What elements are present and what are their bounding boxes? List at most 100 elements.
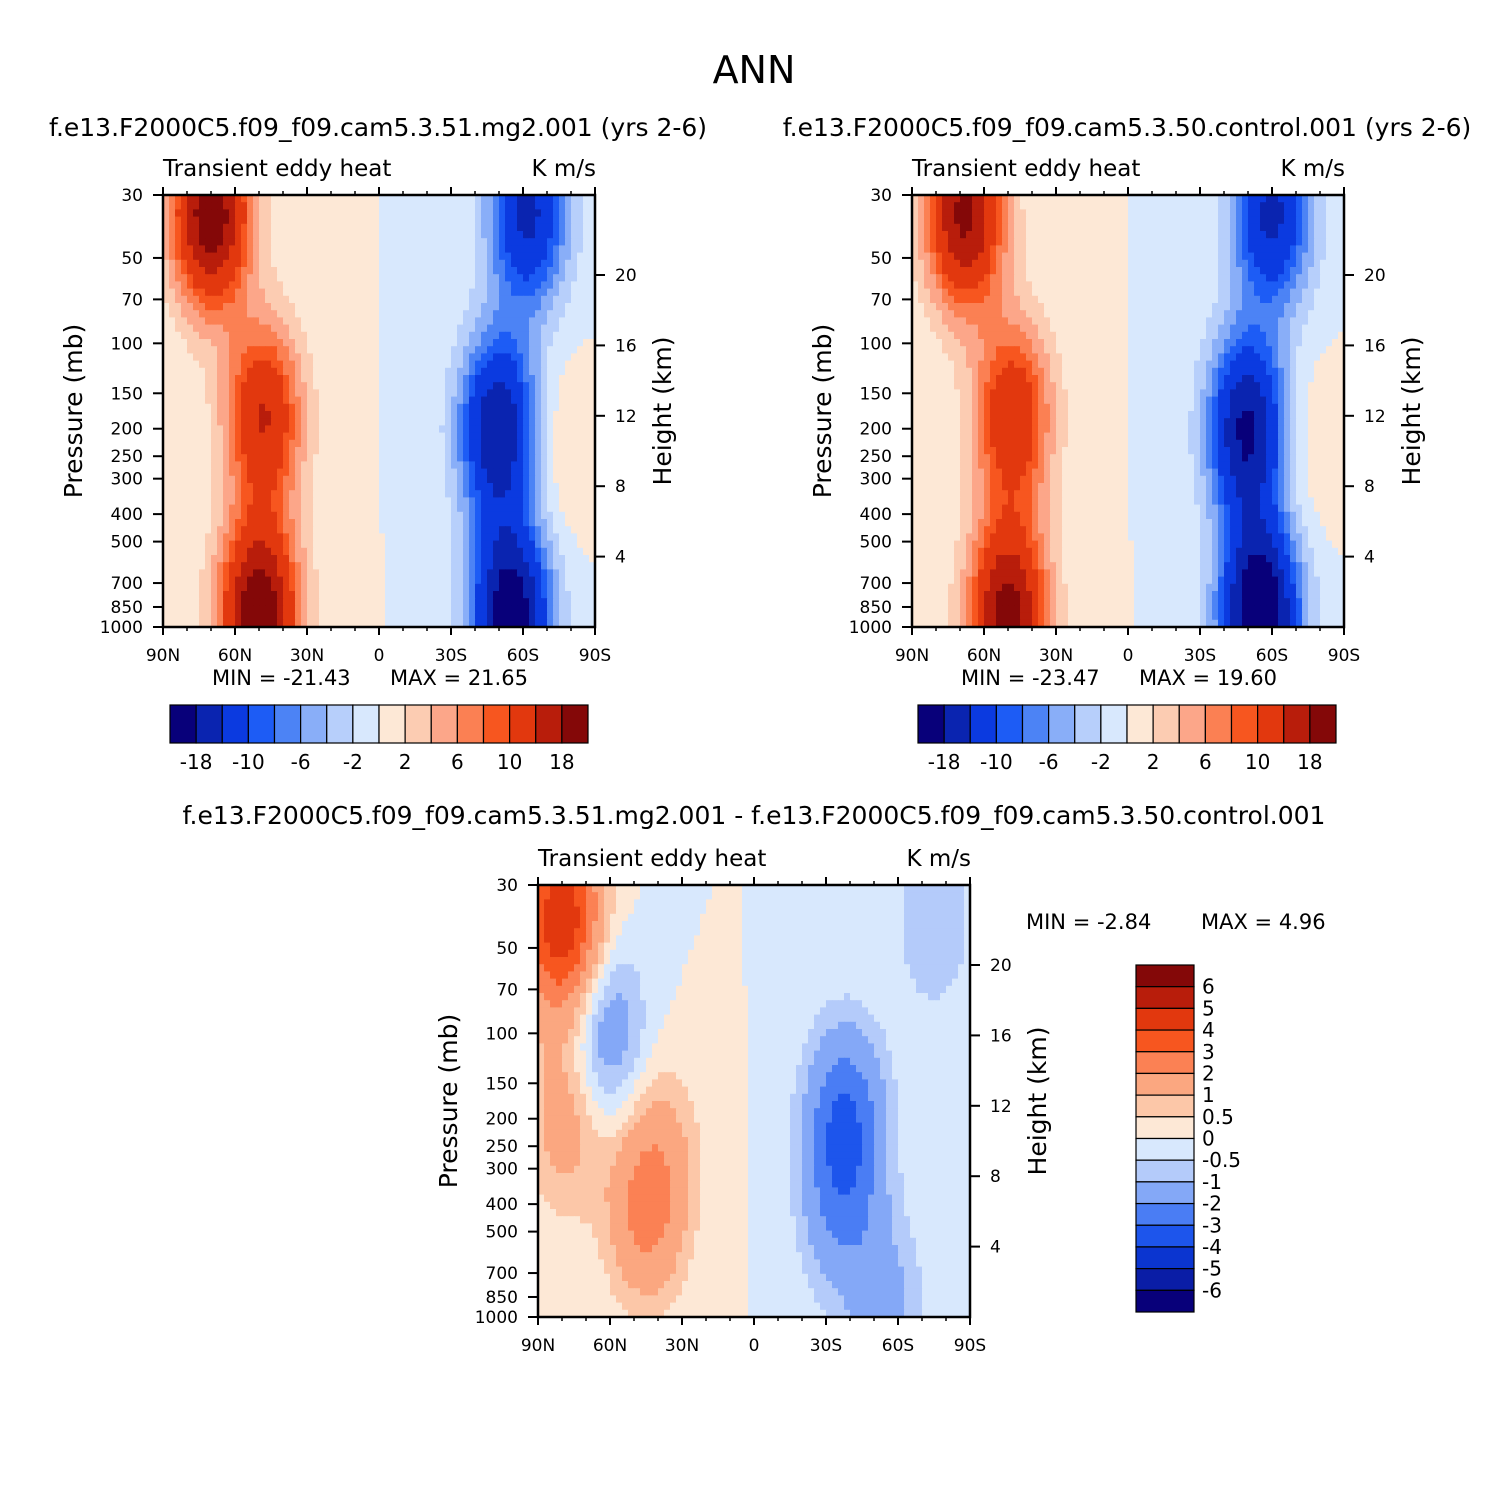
heatmap-cell [175,576,182,585]
heatmap-cell [942,245,949,254]
heatmap-cell [415,317,422,326]
heatmap-cell [409,389,416,398]
heatmap-cell [307,619,314,628]
heatmap-cell [163,540,170,549]
heatmap-cell [481,245,488,254]
heatmap-cell [367,382,374,390]
heatmap-cell [433,209,440,218]
heatmap-cell [493,346,500,354]
heatmap-cell [505,468,512,477]
heatmap-cell [187,490,194,498]
heatmap-cell [283,591,290,599]
heatmap-cell [577,303,584,311]
heatmap-cell [559,605,566,614]
heatmap-cell [415,310,422,318]
heatmap-cell [1074,209,1081,218]
heatmap-cell [385,310,392,318]
heatmap-cell [289,454,296,462]
heatmap-cell [457,382,464,390]
heatmap-cell [313,605,320,614]
heatmap-cell [175,583,182,592]
heatmap-cell [397,439,404,448]
heatmap-cell [505,569,512,578]
heatmap-cell [367,331,374,340]
heatmap-cell [271,562,278,570]
heatmap-cell [325,583,332,592]
heatmap-cell [313,324,320,333]
heatmap-cell [589,547,596,556]
heatmap-cell [487,231,494,239]
heatmap-cell [499,555,506,563]
heatmap-cell [277,562,284,570]
heatmap-cell [385,202,392,210]
heatmap-cell [241,468,248,477]
heatmap-cell [325,511,332,520]
heatmap-cell [349,216,356,225]
heatmap-cell [373,411,380,419]
heatmap-cell [319,432,326,441]
heatmap-cell [379,432,386,441]
heatmap-cell [487,411,494,419]
heatmap-cell [325,432,332,441]
heatmap-cell [271,353,278,362]
heatmap-cell [163,195,170,203]
heatmap-cell [505,461,512,470]
heatmap-cell [433,432,440,441]
heatmap-cell [343,447,350,455]
heatmap-cell [265,461,272,470]
heatmap-cell [169,583,176,592]
heatmap-cell [271,591,278,599]
heatmap-cell [535,375,542,383]
heatmap-cell [367,267,374,275]
heatmap-cell [331,454,338,462]
heatmap-cell [391,425,398,434]
heatmap-cell [457,223,464,232]
heatmap-cell [1068,231,1075,239]
heatmap-cell [307,454,314,462]
heatmap-cell [229,396,236,405]
heatmap-cell [439,555,446,563]
heatmap-cell [451,519,458,527]
heatmap-cell [187,252,194,261]
heatmap-cell [295,454,302,462]
heatmap-cell [289,245,296,254]
heatmap-cell [457,252,464,261]
heatmap-cell [271,202,278,210]
heatmap-cell [409,439,416,448]
heatmap-cell [1332,216,1339,225]
heatmap-cell [547,223,554,232]
heatmap-cell [283,252,290,261]
heatmap-cell [936,195,943,203]
heatmap-cell [571,583,578,592]
heatmap-cell [451,252,458,261]
heatmap-cell [523,526,530,534]
heatmap-cell [367,533,374,542]
heatmap-cell [295,490,302,498]
heatmap-cell [307,475,314,484]
heatmap-cell [475,324,482,333]
heatmap-cell [325,209,332,218]
heatmap-cell [565,591,572,599]
heatmap-cell [337,598,344,606]
heatmap-cell [589,447,596,455]
heatmap-field [163,195,596,628]
heatmap-cell [361,454,368,462]
heatmap-cell [295,533,302,542]
heatmap-cell [1248,209,1255,218]
heatmap-cell [373,223,380,232]
heatmap-cell [1284,238,1291,246]
heatmap-cell [313,403,320,412]
heatmap-cell [445,612,452,621]
heatmap-cell [487,353,494,362]
heatmap-cell [301,267,308,275]
heatmap-cell [589,591,596,599]
heatmap-cell [367,612,374,621]
heatmap-cell [1068,209,1075,218]
heatmap-cell [577,231,584,239]
heatmap-cell [415,591,422,599]
heatmap-cell [439,475,446,484]
heatmap-cell [223,533,230,542]
heatmap-cell [415,259,422,268]
heatmap-cell [187,605,194,614]
heatmap-cell [259,238,266,246]
